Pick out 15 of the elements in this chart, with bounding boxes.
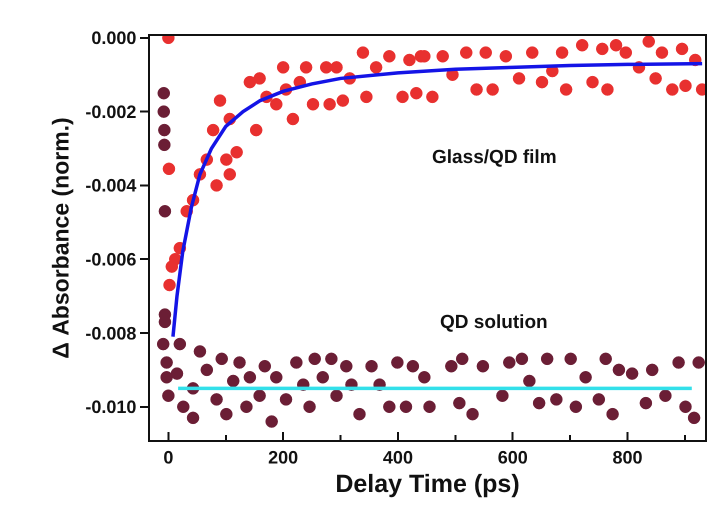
x-tick-label: 0 (163, 448, 174, 468)
x-tick-label: 800 (612, 448, 643, 468)
series-label: QD solution (440, 312, 548, 333)
y-tick-label: -0.004 (85, 176, 136, 196)
y-axis-title: Δ Absorbance (norm.) (47, 117, 74, 359)
y-tick-label: -0.008 (85, 323, 136, 344)
x-tick-label: 200 (268, 448, 298, 468)
x-tick-label: 400 (382, 448, 413, 468)
x-tick-label: 600 (498, 448, 528, 468)
y-tick-label: -0.002 (85, 102, 136, 122)
x-axis-title: Delay Time (ps) (335, 470, 520, 498)
y-tick-label: -0.010 (85, 397, 136, 418)
y-tick-label: 0.000 (91, 28, 136, 48)
y-tick-label: -0.006 (85, 250, 136, 270)
text: Glass/QD film (432, 147, 557, 168)
